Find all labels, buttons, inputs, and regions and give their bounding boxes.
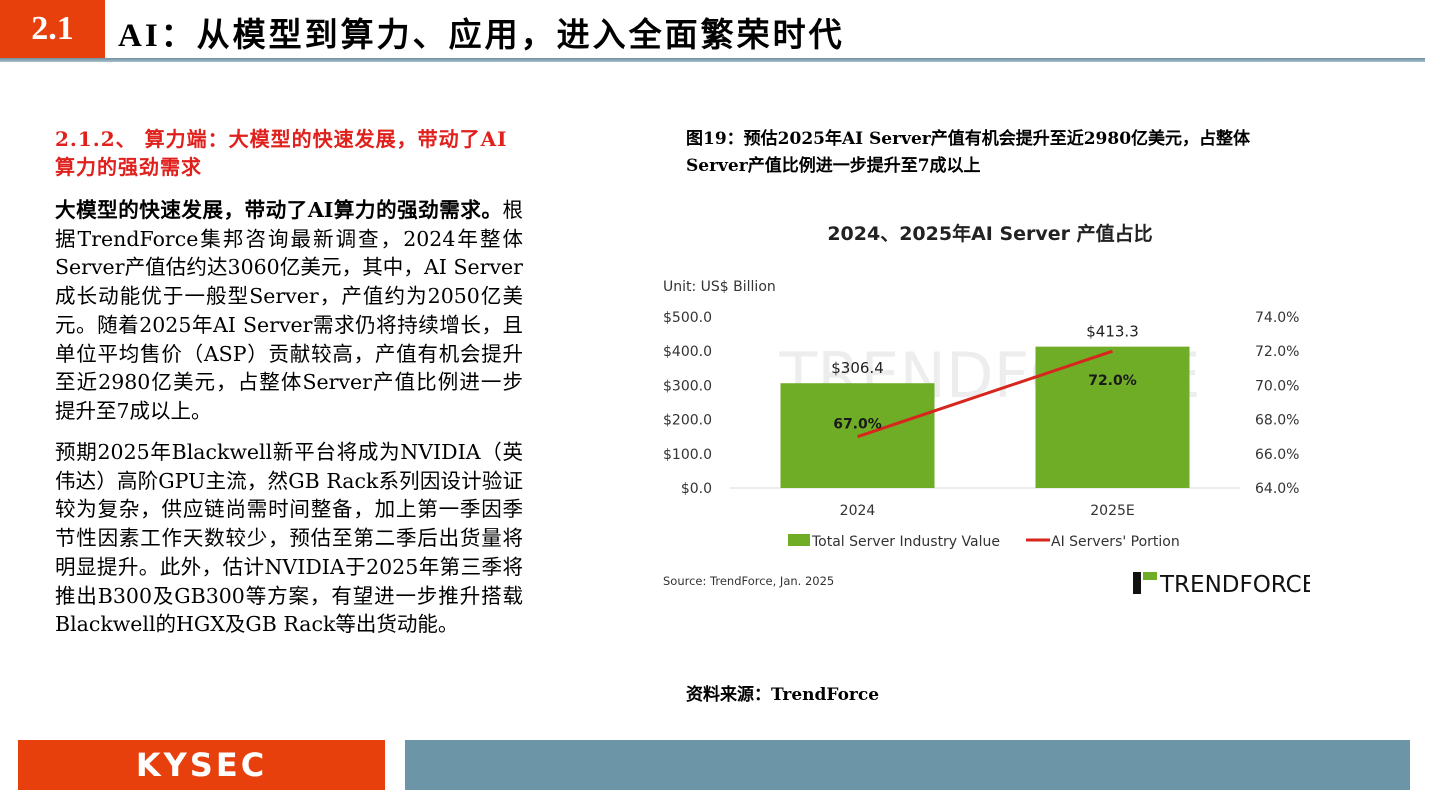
right-axis-tick: 68.0% [1255, 413, 1299, 429]
left-axis-tick: $400.0 [663, 344, 712, 360]
page-title: AI：从模型到算力、应用，进入全面繁荣时代 [118, 18, 845, 54]
x-axis-tick: 2025E [1090, 503, 1134, 519]
legend-bar-swatch [788, 534, 810, 546]
bar-2025E [1035, 346, 1190, 488]
right-axis-tick: 64.0% [1255, 481, 1299, 497]
chart: 2024、2025年AI Server 产值占比 Unit: US$ Billio… [663, 222, 1310, 598]
ai-portion-line [857, 349, 1113, 439]
chart-title: 2024、2025年AI Server 产值占比 [827, 222, 1152, 245]
kysec-logo: KYSEC [18, 740, 385, 790]
bar-value-label: $413.3 [1086, 323, 1139, 341]
unit-label: Unit: US$ Billion [663, 279, 776, 295]
line-value-label: 67.0% [833, 417, 882, 433]
right-axis-tick: 72.0% [1255, 344, 1299, 360]
footer-bar [405, 740, 1410, 790]
figure-source: 资料来源：TrendForce [686, 685, 880, 705]
trendforce-logo-mark [1133, 572, 1141, 594]
legend-line-label: AI Servers' Portion [1051, 534, 1180, 550]
trendforce-logo-mark [1143, 572, 1157, 580]
left-axis-tick: $500.0 [663, 310, 712, 326]
paragraph-2: 预期2025年Blackwell新平台将成为NVIDIA（英伟达）高阶GPU主流… [55, 438, 523, 639]
paragraph-lead: 大模型的快速发展，带动了AI算力的强劲需求。 [55, 198, 503, 222]
paragraph-body: 根据TrendForce集邦咨询最新调查，2024年整体Server产值估约达3… [55, 198, 523, 423]
bar-value-label: $306.4 [831, 359, 884, 377]
paragraph-1: 大模型的快速发展，带动了AI算力的强劲需求。根据TrendForce集邦咨询最新… [55, 196, 523, 426]
right-axis-tick: 66.0% [1255, 447, 1299, 463]
x-axis-tick: 2024 [840, 503, 876, 519]
figure-caption: 图19：预估2025年AI Server产值有机会提升至近2980亿美元，占整体… [686, 129, 1251, 176]
paragraph-body: 预期2025年Blackwell新平台将成为NVIDIA（英伟达）高阶GPU主流… [55, 440, 523, 637]
section-number-badge: 2.1 [0, 0, 105, 58]
left-axis-tick: $100.0 [663, 447, 712, 463]
legend-bar-label: Total Server Industry Value [811, 534, 1000, 550]
left-axis-tick: $300.0 [663, 378, 712, 394]
header-divider [0, 58, 1425, 62]
right-axis-tick: 74.0% [1255, 310, 1299, 326]
trendforce-logo: TRENDFORCE [1159, 572, 1310, 598]
chart-source: Source: TrendForce, Jan. 2025 [663, 574, 834, 588]
left-axis-tick: $200.0 [663, 413, 712, 429]
right-axis-tick: 70.0% [1255, 378, 1299, 394]
line-value-label: 72.0% [1088, 373, 1137, 389]
left-axis-tick: $0.0 [681, 481, 712, 497]
section-heading: 2.1.2、 算力端：大模型的快速发展，带动了AI算力的强劲需求 [55, 127, 508, 179]
